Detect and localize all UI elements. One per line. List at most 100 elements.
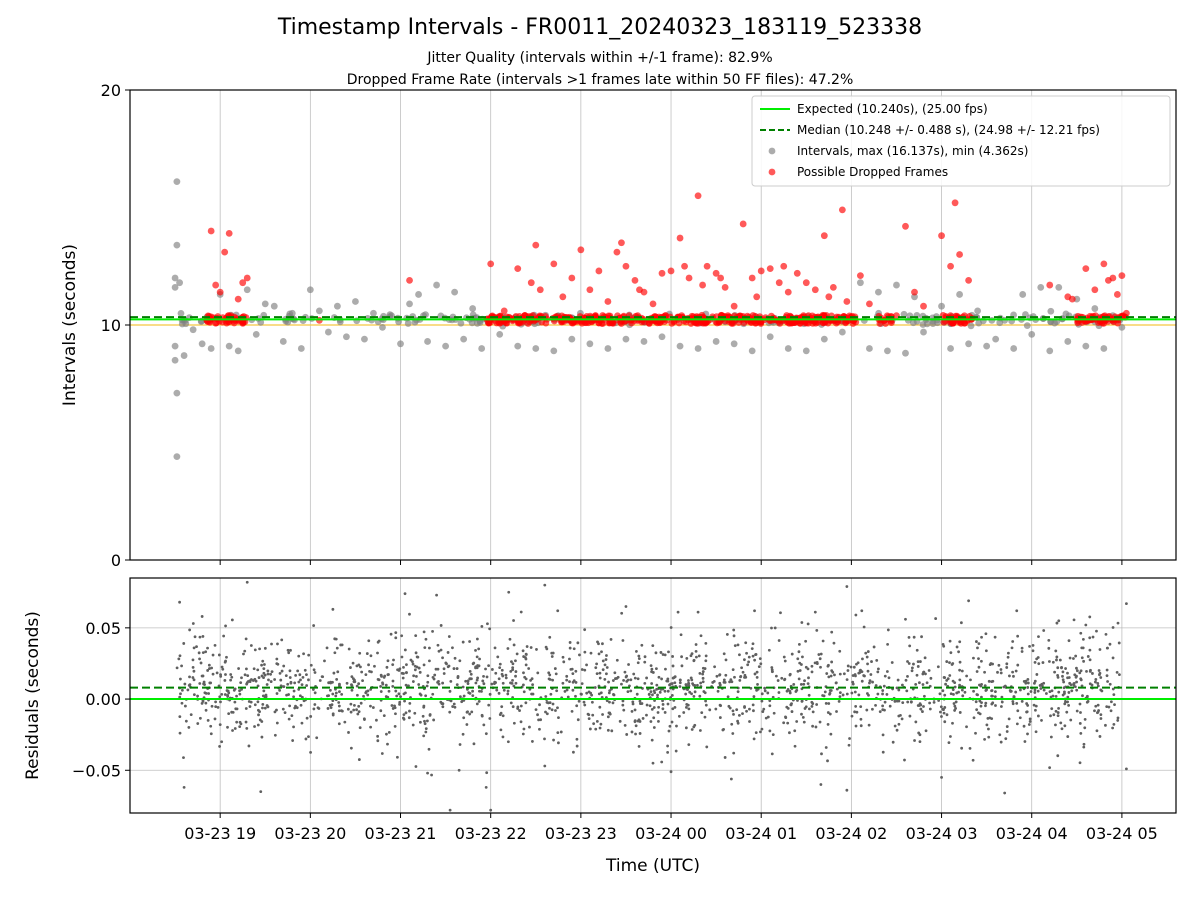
residual-point	[830, 630, 834, 634]
residual-point	[671, 664, 675, 668]
residual-point	[1025, 710, 1029, 714]
residual-point	[870, 660, 873, 663]
residual-point	[468, 712, 472, 716]
residual-point	[494, 671, 498, 675]
residual-point	[1105, 668, 1109, 672]
residual-point	[182, 756, 185, 760]
residual-point	[570, 709, 574, 713]
residual-point	[659, 651, 663, 654]
residual-point	[631, 702, 635, 706]
residual-point	[797, 677, 801, 681]
residual-point	[1036, 656, 1040, 659]
residual-point	[411, 723, 415, 727]
residual-point	[801, 716, 805, 719]
residual-point	[414, 765, 418, 768]
dropped-frame-point	[920, 302, 927, 310]
residual-point	[916, 704, 920, 707]
residual-point	[942, 711, 946, 715]
residual-point	[633, 708, 637, 712]
residual-point	[529, 646, 533, 649]
residual-point	[624, 605, 628, 608]
residual-point	[1075, 709, 1079, 713]
residual-point	[359, 665, 362, 669]
residual-point	[594, 666, 598, 670]
residual-point	[701, 680, 705, 684]
residual-point	[1112, 693, 1116, 697]
residual-point	[475, 655, 479, 659]
dropped-frame-point	[956, 251, 963, 258]
residual-point	[422, 630, 426, 634]
residual-point	[1000, 700, 1004, 704]
residual-point	[467, 691, 471, 695]
dropped-frame-point	[846, 312, 853, 320]
dropped-frame-point	[793, 269, 801, 277]
interval-point	[171, 274, 179, 282]
residual-point	[1057, 706, 1060, 710]
residual-point	[403, 699, 406, 703]
interval-point	[182, 320, 190, 328]
residual-point	[1066, 735, 1070, 738]
residual-point	[686, 688, 689, 692]
dropped-frame-point	[618, 239, 625, 247]
residual-point	[210, 666, 214, 670]
residual-point	[916, 665, 920, 668]
residual-point	[907, 635, 911, 639]
residual-point	[282, 685, 286, 688]
residual-point	[296, 669, 300, 673]
residual-point	[770, 626, 773, 630]
residual-point	[735, 708, 739, 711]
residual-point	[589, 651, 593, 655]
residual-point	[484, 785, 488, 789]
residual-point	[266, 672, 270, 676]
residual-point	[338, 682, 341, 686]
residual-point	[871, 680, 874, 684]
residual-point	[972, 716, 976, 720]
residual-point	[731, 732, 735, 735]
residual-point	[486, 622, 489, 626]
residual-point	[758, 657, 762, 661]
residual-point	[752, 737, 756, 741]
dropped-frame-point	[631, 276, 639, 284]
residual-point	[294, 704, 297, 708]
residual-point	[628, 684, 631, 688]
residual-point	[399, 695, 402, 699]
residual-point	[994, 704, 997, 707]
residual-point	[813, 610, 817, 614]
residual-point	[1016, 709, 1020, 713]
residual-point	[270, 670, 274, 674]
residual-point	[553, 667, 557, 670]
residual-point	[1028, 644, 1031, 648]
residual-point	[333, 651, 337, 655]
residual-point	[262, 671, 266, 675]
residual-point	[276, 642, 279, 646]
residual-point	[256, 668, 260, 672]
residual-point	[671, 655, 674, 658]
interval-point	[1037, 284, 1045, 291]
residual-point	[309, 715, 313, 718]
residual-point	[290, 714, 294, 717]
dropped-frame-point	[947, 262, 954, 270]
residual-point	[951, 662, 955, 665]
residual-point	[318, 679, 322, 682]
residual-point	[958, 640, 962, 644]
residual-point	[240, 676, 243, 680]
residual-point	[331, 713, 335, 717]
residual-point	[461, 685, 465, 689]
residual-point	[660, 760, 664, 764]
residual-point	[967, 599, 971, 603]
dropped-frame-point	[649, 300, 657, 308]
dropped-frame-point	[730, 302, 738, 310]
residual-point	[424, 727, 428, 730]
residual-point	[912, 662, 915, 666]
residual-point	[1086, 655, 1090, 658]
residual-point	[488, 627, 492, 631]
dropped-frame-point	[902, 222, 909, 230]
residual-point	[987, 679, 991, 683]
interval-point	[306, 286, 314, 294]
residual-point	[441, 656, 444, 660]
residual-point	[263, 663, 266, 666]
residual-point	[423, 719, 426, 723]
residual-point	[797, 642, 801, 646]
residual-point	[412, 674, 416, 678]
residual-point	[524, 657, 528, 661]
